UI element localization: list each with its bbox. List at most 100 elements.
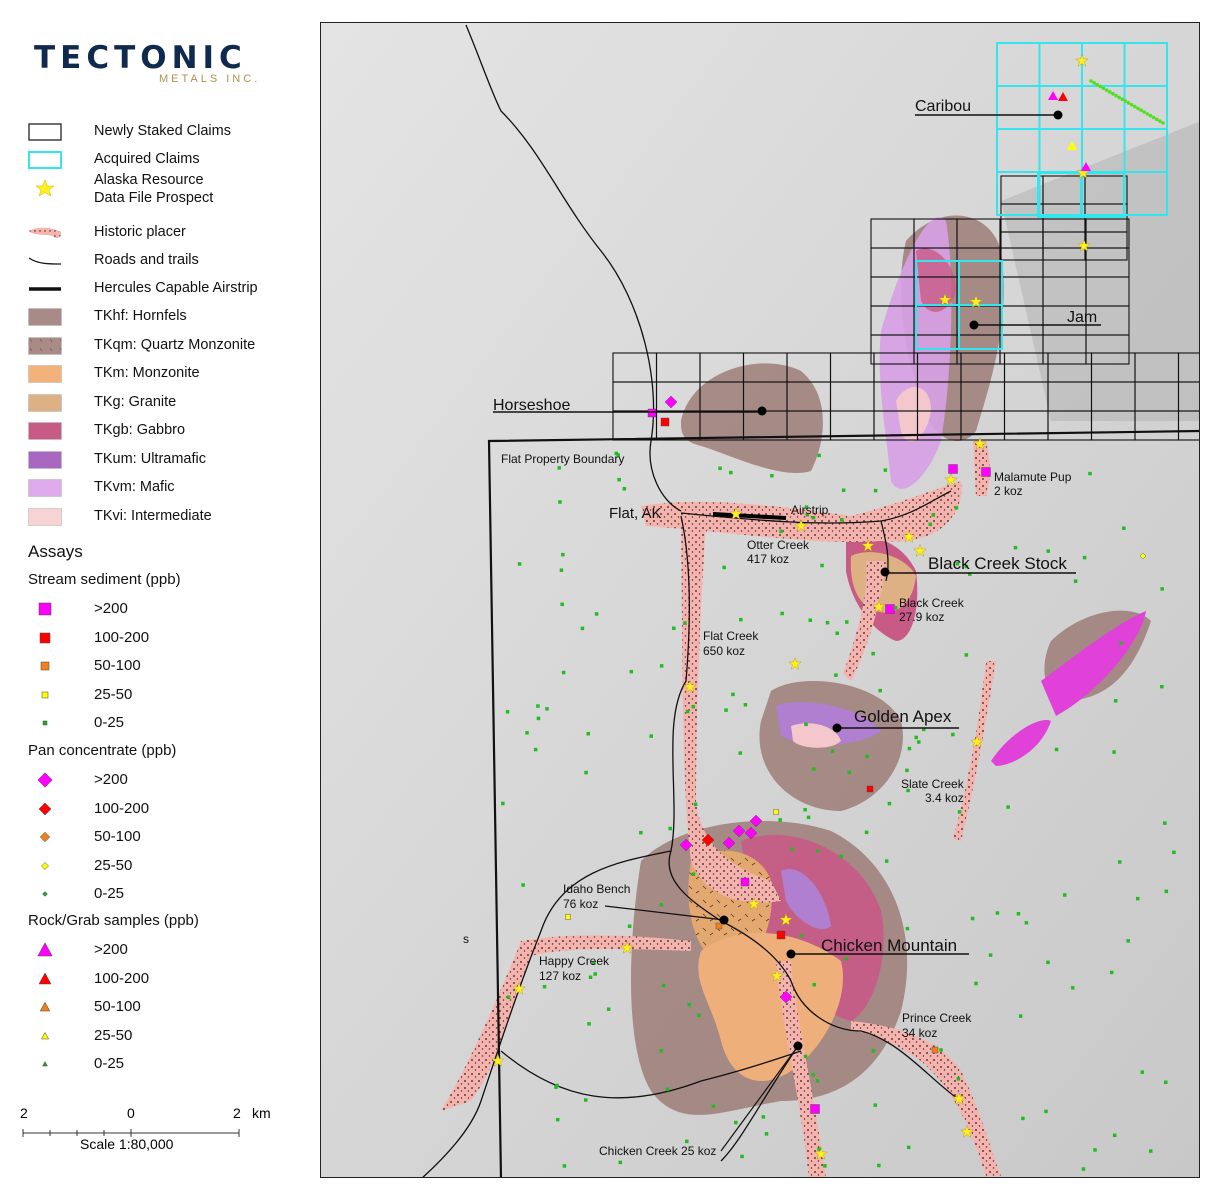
stream-sediment-sample[interactable] [740, 877, 750, 887]
low-value-sample [907, 746, 912, 751]
ardf-prospect-star[interactable] [512, 981, 526, 995]
stream-sediment-sample[interactable] [810, 1104, 820, 1114]
label-s: s [463, 932, 469, 946]
assay-symbols [491, 53, 1176, 1171]
claim-cell[interactable] [1085, 334, 1130, 365]
ardf-prospect-star[interactable] [779, 912, 793, 926]
low-value-sample [729, 470, 733, 475]
rock-grab-sample[interactable] [1058, 92, 1068, 101]
ardf-prospect-star[interactable] [944, 472, 958, 486]
rock-grab-low-sample [1120, 97, 1125, 102]
ardf-prospect-star[interactable] [960, 1124, 974, 1138]
low-value-sample [1122, 526, 1126, 530]
map-svg[interactable]: Caribou Jam Horseshoe Flat Property Boun… [321, 23, 1200, 1178]
ardf-prospect-star[interactable] [491, 1053, 505, 1067]
ardf-prospect-star[interactable] [861, 538, 875, 552]
ardf-prospect-star[interactable] [902, 529, 916, 543]
legend-symbol-cyan-outline-box [28, 151, 62, 169]
low-value-sample [661, 983, 666, 988]
ardf-prospect-star[interactable] [952, 1091, 966, 1105]
rock-grab-sample[interactable] [1048, 91, 1058, 100]
stream-sediment-sample[interactable] [773, 809, 779, 815]
ardf-prospect-star[interactable] [794, 518, 808, 532]
rock-grab-low-sample [1104, 88, 1109, 92]
acquired-claims-grid[interactable] [915, 42, 1168, 350]
low-value-sample [928, 522, 933, 527]
stream-sediment-sample[interactable] [776, 930, 786, 940]
pan-concentrate-sample[interactable] [664, 395, 678, 409]
stream-sediment-sample[interactable] [715, 922, 723, 930]
legend-symbol-swatch [28, 394, 62, 412]
newly-staked-claims-grid[interactable] [612, 175, 1201, 441]
low-value-sample [835, 631, 840, 635]
pan-concentrate-sample[interactable] [779, 990, 793, 1004]
low-value-sample [811, 515, 816, 520]
low-value-sample [731, 692, 735, 697]
acquired-claim-cell[interactable] [1080, 172, 1125, 218]
pan-concentrate-sample[interactable] [732, 824, 746, 838]
intermediate-golden-apex [791, 723, 841, 748]
low-value-sample [606, 1007, 611, 1011]
ardf-prospect-star[interactable] [973, 436, 987, 450]
label-prince-koz: 34 koz [902, 1026, 937, 1040]
stream-sediment-sample[interactable] [647, 408, 657, 418]
ardf-prospect-star[interactable] [872, 599, 886, 613]
ardf-prospect-star[interactable] [970, 734, 984, 748]
pan-concentrate-sample[interactable] [701, 833, 715, 847]
legend-label: TKvi: Intermediate [94, 507, 212, 525]
label-flat-creek-koz: 650 koz [703, 644, 745, 658]
legend-label: Roads and trails [94, 251, 199, 269]
stream-sediment-sample[interactable] [931, 1046, 939, 1054]
acquired-claim-cell[interactable] [958, 304, 1003, 350]
low-value-sample [542, 984, 547, 989]
low-value-sample [561, 670, 566, 675]
scale-mid: 0 [127, 1105, 135, 1121]
ardf-prospect-star[interactable] [620, 940, 634, 954]
claim-cell[interactable] [1177, 410, 1201, 441]
low-value-sample [1016, 912, 1021, 916]
ardf-prospect-star[interactable] [770, 968, 784, 982]
ardf-prospect-star[interactable] [969, 294, 983, 308]
legend-label: Hercules Capable Airstrip [94, 279, 258, 297]
stream-sediment-sample[interactable] [660, 417, 670, 427]
ardf-prospect-star[interactable] [683, 679, 697, 693]
claim-cell[interactable] [1177, 381, 1201, 412]
low-value-sample [847, 770, 852, 775]
low-value-sample [1112, 1133, 1117, 1138]
legend-label: Historic placer [94, 223, 186, 241]
ardf-prospect-star[interactable] [1077, 238, 1091, 252]
low-value-sample [687, 1002, 692, 1007]
pan-concentrate-sample[interactable] [722, 836, 736, 850]
legend-symbol-pink-dotted-blob [28, 224, 62, 242]
low-value-sample [761, 1115, 766, 1119]
stream-sediment-sample[interactable] [565, 914, 571, 920]
placer-happy-creek [441, 935, 691, 1111]
ardf-prospect-star[interactable] [747, 896, 761, 910]
rock-grab-sample[interactable] [1081, 162, 1091, 171]
ardf-prospect-star[interactable] [814, 1146, 828, 1160]
claim-cell[interactable] [1177, 352, 1201, 383]
ardf-prospect-star[interactable] [913, 543, 927, 557]
ardf-prospect-star[interactable] [729, 506, 743, 520]
pan-concentrate-sample[interactable] [1139, 552, 1147, 560]
stream-sediment-sample[interactable] [866, 785, 874, 793]
stream-sediment-sample[interactable] [885, 604, 895, 614]
label-chicken-creek: Chicken Creek 25 koz [599, 1144, 716, 1158]
low-value-sample [1073, 579, 1078, 583]
pan-concentrate-sample[interactable] [744, 826, 758, 840]
ardf-prospect-star[interactable] [1075, 53, 1089, 67]
label-boundary: Flat Property Boundary [501, 452, 624, 466]
low-value-sample [501, 801, 505, 806]
low-value-sample [815, 849, 820, 853]
ardf-prospect-star[interactable] [788, 656, 802, 670]
label-black-creek-stock: Black Creek Stock [928, 554, 1067, 573]
rock-grab-low-sample [1161, 121, 1165, 125]
stream-sediment-sample[interactable] [981, 467, 991, 477]
low-value-sample [790, 847, 794, 851]
pan-concentrate-sample[interactable] [749, 814, 763, 828]
ardf-prospect-star[interactable] [938, 292, 952, 306]
rock-grab-sample[interactable] [1067, 141, 1077, 150]
map-canvas[interactable]: Caribou Jam Horseshoe Flat Property Boun… [320, 22, 1200, 1178]
stream-sediment-sample[interactable] [948, 464, 958, 474]
pan-concentrate-sample[interactable] [679, 838, 693, 852]
